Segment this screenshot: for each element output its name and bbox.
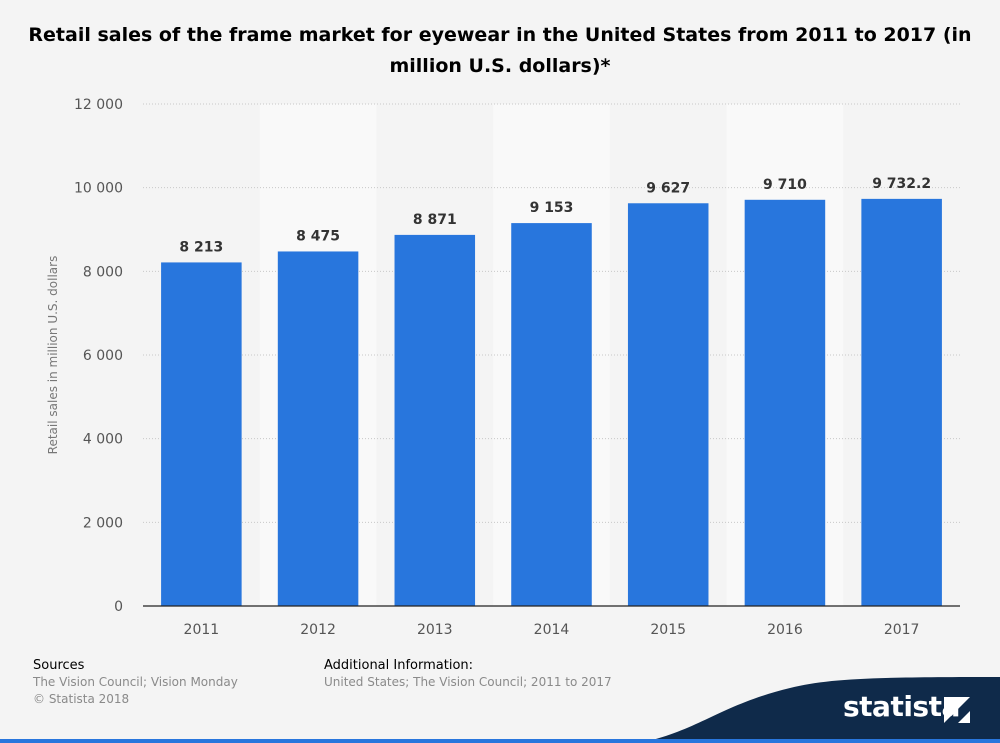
x-tick-label: 2015 bbox=[650, 622, 686, 638]
data-label: 9 153 bbox=[530, 200, 574, 216]
sources-block: Sources The Vision Council; Vision Monda… bbox=[33, 657, 238, 708]
y-tick-label: 12 000 bbox=[74, 97, 123, 113]
additional-info-heading: Additional Information: bbox=[324, 658, 474, 673]
bar bbox=[627, 203, 709, 606]
data-label: 9 627 bbox=[646, 180, 690, 196]
y-tick-label: 4 000 bbox=[83, 432, 123, 448]
sources-text[interactable]: The Vision Council; Vision Monday bbox=[33, 675, 238, 689]
y-axis-title: Retail sales in million U.S. dollars bbox=[46, 256, 60, 455]
statista-logo-text[interactable]: statista bbox=[843, 690, 960, 723]
bar bbox=[511, 223, 592, 607]
bar bbox=[861, 198, 942, 606]
x-tick-label: 2014 bbox=[534, 622, 570, 638]
x-tick-label: 2013 bbox=[417, 622, 453, 638]
data-label: 8 475 bbox=[296, 228, 340, 244]
copyright-text: © Statista 2018 bbox=[33, 692, 130, 706]
y-tick-label: 0 bbox=[114, 599, 123, 615]
x-tick-label: 2016 bbox=[767, 622, 803, 638]
y-tick-label: 2 000 bbox=[83, 515, 123, 531]
sources-heading: Sources bbox=[33, 658, 85, 673]
chart-title: Retail sales of the frame market for eye… bbox=[28, 24, 972, 77]
bar bbox=[394, 234, 476, 607]
bar bbox=[277, 251, 359, 606]
y-tick-label: 10 000 bbox=[74, 181, 123, 197]
bar bbox=[744, 199, 826, 606]
data-label: 9 732.2 bbox=[872, 176, 931, 192]
additional-info-block: Additional Information: United States; T… bbox=[324, 657, 612, 691]
data-label: 9 710 bbox=[763, 177, 807, 193]
brand-wave bbox=[640, 677, 1000, 743]
bottom-accent-bar bbox=[0, 739, 1000, 743]
data-label: 8 213 bbox=[179, 239, 223, 255]
data-label: 8 871 bbox=[413, 212, 457, 228]
bar bbox=[161, 262, 242, 606]
y-tick-label: 6 000 bbox=[83, 348, 123, 364]
x-tick-label: 2017 bbox=[884, 622, 920, 638]
additional-info-text: United States; The Vision Council; 2011 … bbox=[324, 675, 612, 689]
bar-chart: 0 2 000 4 000 6 000 8 000 10 000 12 000 8 213 20… bbox=[46, 97, 960, 638]
x-tick-label: 2012 bbox=[300, 622, 336, 638]
x-tick-label: 2011 bbox=[184, 622, 220, 638]
y-tick-label: 8 000 bbox=[83, 264, 123, 280]
statista-logo-icon[interactable] bbox=[944, 697, 970, 723]
